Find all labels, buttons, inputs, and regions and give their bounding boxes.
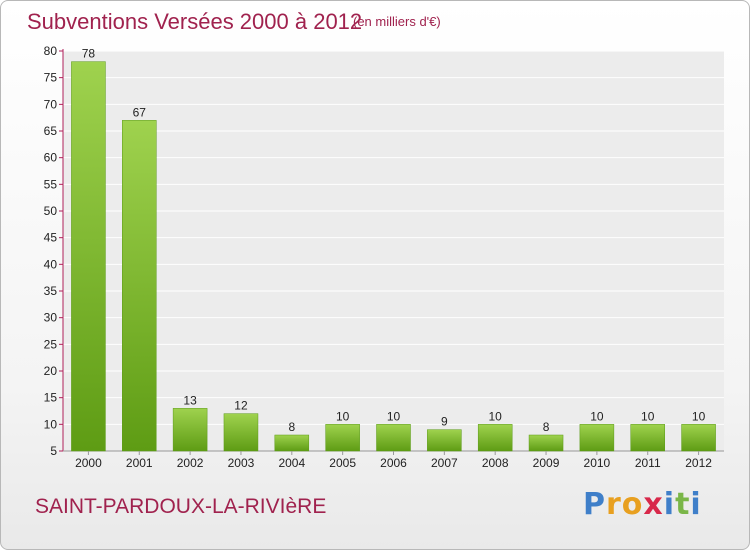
bar bbox=[477, 424, 513, 452]
y-tick-label: 80 bbox=[44, 44, 58, 58]
y-tick-label: 40 bbox=[44, 257, 58, 271]
y-tick-label: 70 bbox=[44, 97, 58, 111]
bar bbox=[71, 61, 106, 452]
y-tick-label: 15 bbox=[44, 391, 58, 405]
y-tick-label: 55 bbox=[44, 177, 58, 191]
y-tick-label: 60 bbox=[44, 151, 58, 165]
x-tick-label: 2001 bbox=[126, 456, 153, 470]
x-tick-label: 2008 bbox=[482, 456, 509, 470]
logo-letter: r bbox=[606, 487, 622, 522]
data-label: 10 bbox=[489, 409, 503, 423]
x-tick-label: 2007 bbox=[431, 456, 458, 470]
logo-letter: o bbox=[621, 487, 644, 522]
x-tick-label: 2009 bbox=[533, 456, 560, 470]
data-label: 67 bbox=[133, 105, 147, 119]
commune-name: SAINT-PARDOUX-LA-RIVIèRE bbox=[35, 495, 327, 518]
logo-letter: x bbox=[643, 487, 664, 522]
data-label: 9 bbox=[441, 415, 448, 429]
x-tick-label: 2000 bbox=[75, 456, 102, 470]
data-label: 12 bbox=[234, 399, 248, 413]
data-label: 10 bbox=[641, 409, 655, 423]
data-label: 8 bbox=[288, 420, 295, 434]
y-tick-label: 35 bbox=[44, 284, 58, 298]
logo-letter: i bbox=[663, 487, 676, 522]
bar bbox=[427, 429, 462, 452]
bar bbox=[528, 434, 564, 452]
x-tick-label: 2011 bbox=[635, 456, 661, 470]
bar bbox=[681, 424, 716, 452]
data-label: 13 bbox=[183, 393, 197, 407]
logo-letter: t bbox=[675, 487, 691, 522]
y-tick-label: 50 bbox=[44, 204, 58, 218]
y-tick-label: 5 bbox=[50, 444, 57, 458]
bar bbox=[122, 120, 157, 452]
data-label: 78 bbox=[82, 47, 96, 61]
bar bbox=[223, 413, 259, 452]
chart-title: Subventions Versées 2000 à 2012 bbox=[27, 9, 363, 34]
logo-letter: P bbox=[583, 487, 606, 522]
y-tick-label: 30 bbox=[44, 311, 58, 325]
y-tick-label: 20 bbox=[44, 364, 58, 378]
chart-unit: (en milliers d'€) bbox=[353, 14, 441, 29]
bar bbox=[325, 424, 360, 452]
x-tick-label: 2003 bbox=[228, 456, 255, 470]
data-label: 8 bbox=[543, 420, 550, 434]
bar bbox=[274, 434, 310, 452]
proxiti-logo: Proxiti bbox=[583, 487, 702, 522]
data-label: 10 bbox=[692, 409, 706, 423]
x-tick-label: 2006 bbox=[380, 456, 407, 470]
bar bbox=[630, 424, 665, 452]
data-label: 10 bbox=[590, 409, 604, 423]
data-label: 10 bbox=[387, 409, 401, 423]
y-tick-label: 75 bbox=[44, 71, 58, 85]
x-tick-label: 2010 bbox=[584, 456, 611, 470]
data-label: 10 bbox=[336, 409, 350, 423]
bar bbox=[579, 424, 615, 452]
bar bbox=[172, 408, 208, 452]
plot-area bbox=[63, 51, 724, 451]
y-tick-label: 10 bbox=[44, 417, 58, 431]
bar bbox=[376, 424, 411, 452]
y-tick-label: 45 bbox=[44, 231, 58, 245]
x-tick-label: 2005 bbox=[329, 456, 356, 470]
x-tick-label: 2012 bbox=[685, 456, 712, 470]
y-tick-label: 65 bbox=[44, 124, 58, 138]
x-tick-label: 2002 bbox=[177, 456, 204, 470]
y-tick-label: 25 bbox=[44, 337, 58, 351]
logo-letter: i bbox=[690, 487, 702, 522]
x-tick-label: 2004 bbox=[278, 456, 305, 470]
